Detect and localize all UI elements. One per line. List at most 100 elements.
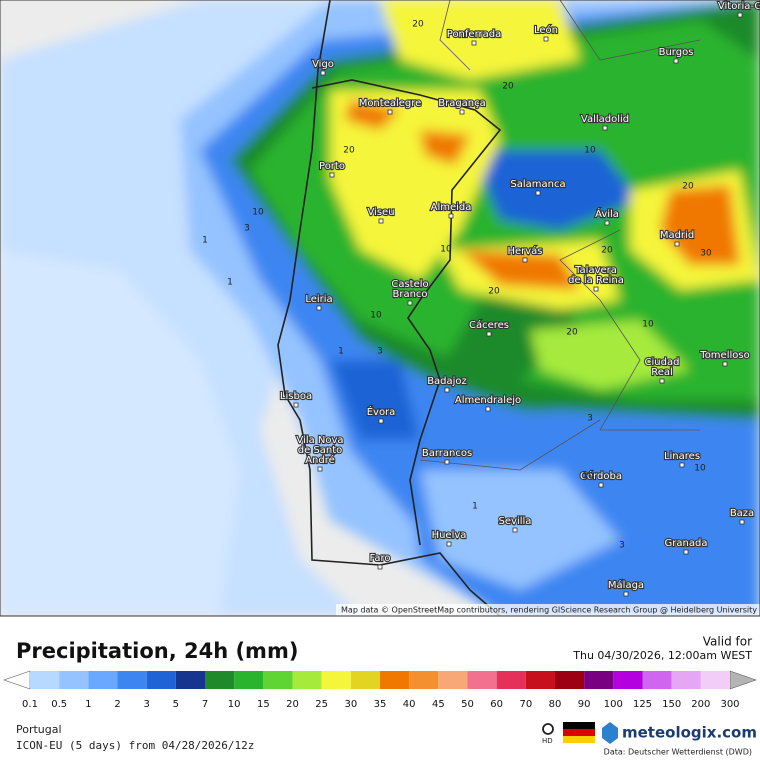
city-marker — [293, 402, 299, 408]
legend-tick-label: 20 — [286, 699, 299, 710]
city-marker — [679, 462, 685, 468]
legend-tick-label: 200 — [691, 699, 710, 710]
legend-swatch — [409, 671, 439, 689]
legend-swatch — [350, 671, 380, 689]
contour-label: 10 — [252, 208, 264, 218]
contour-label: 20 — [412, 20, 424, 30]
contour-label: 20 — [682, 182, 694, 192]
legend-under — [3, 670, 31, 690]
legend-swatch — [30, 671, 60, 689]
legend-tick-label: 40 — [403, 699, 416, 710]
legend-swatch — [205, 671, 235, 689]
legend-swatch — [555, 671, 585, 689]
city-label: Huelva — [432, 530, 467, 541]
city-marker — [378, 218, 384, 224]
legend-tick-label: 0.5 — [51, 699, 67, 710]
contour-label: 1 — [227, 278, 233, 288]
legend-swatch — [467, 671, 497, 689]
contour-label: 3 — [619, 541, 625, 551]
legend-swatch — [234, 671, 264, 689]
legend-swatch — [671, 671, 701, 689]
legend-swatch — [438, 671, 468, 689]
contour-label: 1 — [202, 236, 208, 246]
legend-tick-label: 0.1 — [22, 699, 38, 710]
legend-tick-label: 45 — [432, 699, 445, 710]
city-marker — [444, 387, 450, 393]
flag — [563, 722, 595, 743]
legend-swatch — [321, 671, 351, 689]
city-label: León — [534, 24, 558, 36]
city-marker — [407, 300, 413, 306]
legend-swatch — [146, 671, 176, 689]
contour-label: 10 — [370, 311, 382, 321]
legend-tick-label: 10 — [228, 699, 241, 710]
city-label: Porto — [319, 161, 345, 172]
contour-label: 10 — [440, 245, 452, 255]
map: Vitoria-G Ponferrada León Vigo Burgos Monteal… — [0, 0, 760, 616]
city-label: Burgos — [659, 47, 694, 58]
city-marker — [459, 109, 465, 115]
city-label: Almendralejo — [455, 395, 521, 406]
contour-label: 1 — [472, 502, 478, 512]
city-label: Branco — [392, 289, 427, 300]
legend-swatch — [292, 671, 322, 689]
legend-tick-label: 1 — [85, 699, 91, 710]
city-label: Faro — [370, 553, 391, 564]
legend-swatch — [700, 671, 730, 689]
legend-tick-label: 300 — [720, 699, 739, 710]
contour-label: 10 — [642, 320, 654, 330]
contour-label: 20 — [502, 82, 514, 92]
city-label: Ponferrada — [447, 29, 501, 40]
city-marker — [471, 40, 477, 46]
contour-label: 20 — [566, 328, 578, 338]
city-marker — [444, 459, 450, 465]
legend-tick-label: 15 — [257, 699, 270, 710]
city-label: Baza — [730, 508, 754, 519]
legend-tick-label: 50 — [461, 699, 474, 710]
legend-tick-label: 125 — [633, 699, 652, 710]
city-marker — [659, 378, 665, 384]
legend-tick-label: 25 — [315, 699, 328, 710]
contour-label: 3 — [587, 414, 593, 424]
contour-label: 20 — [601, 246, 613, 256]
city-label: Tomelloso — [699, 350, 749, 361]
legend-swatch — [642, 671, 672, 689]
contour-label: 3 — [377, 347, 383, 357]
hd-icon — [542, 723, 554, 735]
legend-swatch — [613, 671, 643, 689]
city-label: Linares — [664, 451, 700, 462]
city-marker — [329, 172, 335, 178]
brand: meteologix.com — [622, 724, 757, 742]
city-label: Bragança — [438, 98, 486, 109]
legend-swatch — [380, 671, 410, 689]
legend-tick-label: 5 — [173, 699, 179, 710]
city-marker — [722, 361, 728, 367]
city-marker — [377, 564, 383, 570]
city-label: Lisboa — [280, 391, 312, 402]
legend-tick-label: 80 — [549, 699, 562, 710]
city-label: Sevilla — [499, 516, 532, 527]
city-label: Ávila — [595, 207, 619, 220]
city-marker — [387, 109, 393, 115]
city-marker — [673, 58, 679, 64]
city-label: Montealegre — [359, 98, 422, 109]
city-marker — [683, 549, 689, 555]
legend-tick-label: 60 — [490, 699, 503, 710]
city-label: Barrancos — [422, 448, 472, 459]
city-label: Córdoba — [580, 470, 622, 482]
city-label: Salamanca — [510, 179, 565, 190]
legend-tick-label: 35 — [374, 699, 387, 710]
city-label: Évora — [367, 405, 396, 418]
legend-tick-label: 70 — [519, 699, 532, 710]
title: Precipitation, 24h (mm) — [16, 639, 298, 663]
region: Portugal — [16, 723, 62, 736]
city-marker — [593, 286, 599, 292]
city-label: de la Reina — [568, 275, 624, 286]
brand-icon — [602, 722, 618, 744]
city-label: Talavera — [574, 265, 617, 276]
city-marker — [512, 527, 518, 533]
valid-label: Valid for — [703, 635, 752, 649]
legend-tick-label: 150 — [662, 699, 681, 710]
legend-over — [729, 670, 757, 690]
city-label: Vigo — [312, 59, 334, 70]
